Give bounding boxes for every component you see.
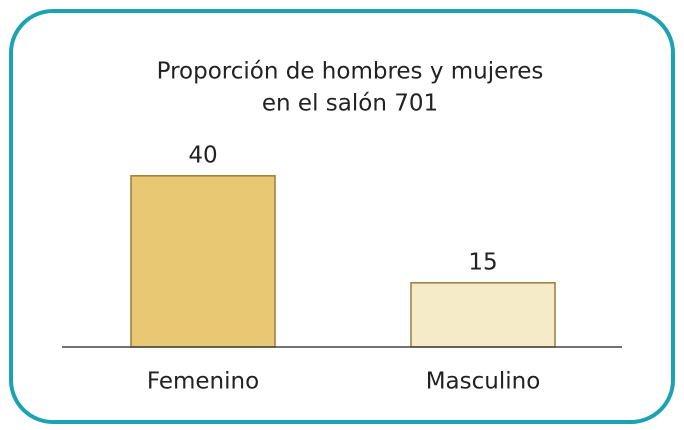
bar: [130, 175, 276, 348]
chart-title: Proporción de hombres y mujeres: [157, 59, 544, 85]
x-tick-label: Masculino: [426, 369, 541, 395]
x-tick-label: Femenino: [147, 369, 259, 395]
chart-title: en el salón 701: [262, 91, 438, 117]
value-label: 40: [188, 142, 217, 168]
value-label: 15: [468, 249, 497, 275]
bar: [410, 282, 556, 348]
